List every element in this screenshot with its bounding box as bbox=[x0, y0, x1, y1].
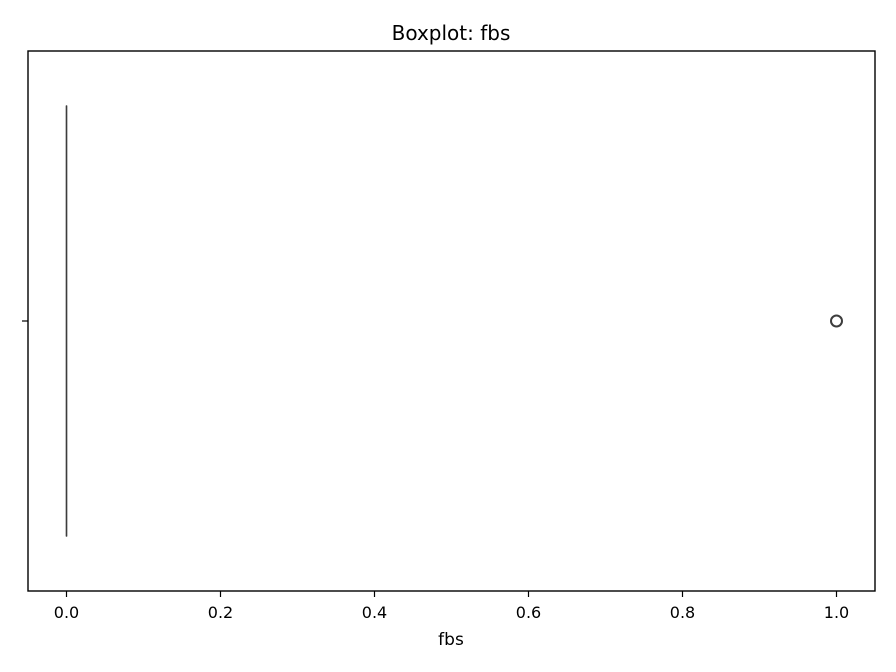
chart-marks bbox=[65, 105, 843, 537]
x-axis-label: fbs bbox=[438, 630, 464, 650]
chart-title: Boxplot: fbs bbox=[392, 21, 511, 45]
x-tick-label: 0.0 bbox=[54, 603, 79, 622]
x-tick-label: 1.0 bbox=[824, 603, 849, 622]
x-tick-label: 0.6 bbox=[516, 603, 541, 622]
plot-frame bbox=[27, 50, 876, 592]
x-tick-label: 0.2 bbox=[208, 603, 233, 622]
outlier-point bbox=[830, 314, 843, 328]
x-tick-label: 0.4 bbox=[362, 603, 387, 622]
x-tick-label: 0.8 bbox=[670, 603, 695, 622]
x-axis-ticks: 0.0 0.2 0.4 0.6 0.8 1.0 bbox=[54, 591, 849, 622]
